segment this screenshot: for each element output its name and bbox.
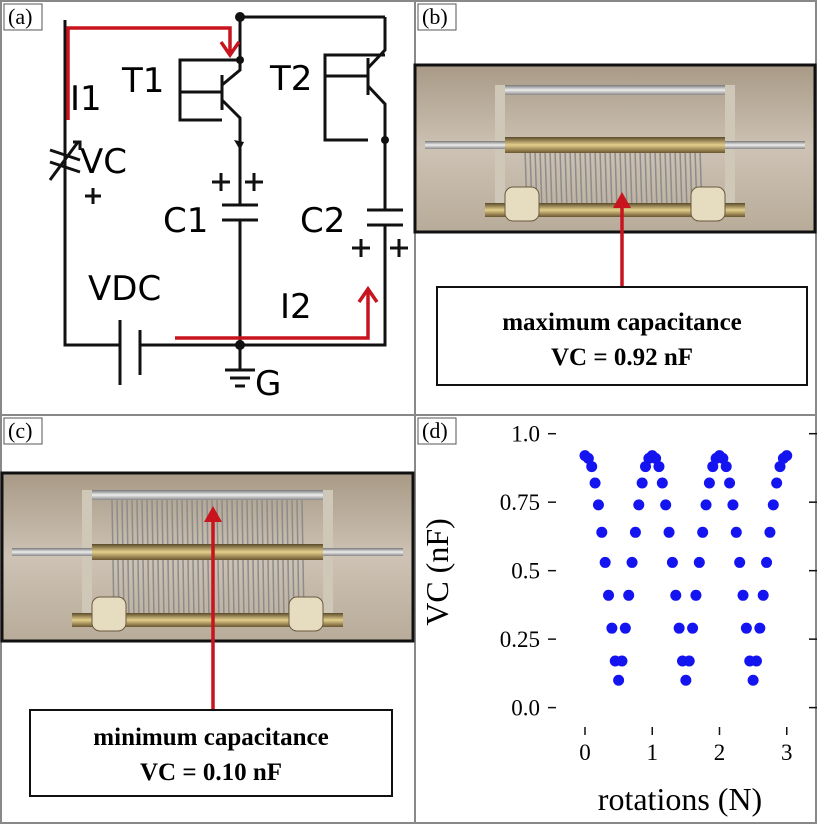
x-axis-label: rotations (N): [598, 781, 762, 817]
point: [596, 527, 607, 538]
x-tick-label: 3: [781, 740, 793, 765]
frame-rod: [82, 490, 333, 500]
point: [697, 527, 708, 538]
point: [613, 675, 624, 686]
point: [761, 557, 772, 568]
figure: (a) (b) (c) (d): [0, 0, 817, 824]
circuit-label: C2: [300, 201, 345, 241]
point: [586, 461, 597, 472]
point: [606, 623, 617, 634]
point: [620, 623, 631, 634]
point: [670, 590, 681, 601]
circuit-label: T1: [121, 61, 164, 101]
point: [701, 499, 712, 510]
foot: [289, 597, 323, 631]
point: [593, 499, 604, 510]
point: [690, 590, 701, 601]
point: [627, 557, 638, 568]
point: [687, 623, 698, 634]
frame-side: [725, 85, 735, 215]
point: [734, 557, 745, 568]
point: [667, 557, 678, 568]
point: [657, 478, 668, 489]
caption: minimum capacitance: [93, 724, 328, 751]
chart: VC (nF) rotations (N) 0.0 0.25 0.5 0.75 1.0 0…: [419, 422, 817, 817]
point: [637, 478, 648, 489]
point: [694, 557, 705, 568]
circuit-label: G: [255, 364, 281, 404]
caption: VC = 0.92 nF: [551, 344, 693, 371]
point: [704, 478, 715, 489]
frame-rod: [495, 85, 735, 95]
brass-rod: [505, 137, 725, 153]
frame-side: [495, 85, 505, 215]
panel-label: (b): [422, 4, 448, 29]
photo-c: [2, 473, 413, 641]
point: [660, 499, 671, 510]
point: [633, 499, 644, 510]
point: [623, 590, 634, 601]
x-tick-label: 2: [714, 740, 726, 765]
circuit: I1 T1 T2 VC C1 C2 VDC I2 G: [50, 12, 408, 404]
foot: [691, 187, 725, 221]
point: [664, 527, 675, 538]
point: [603, 590, 614, 601]
panel-label: (d): [422, 418, 448, 443]
y-tick-label: 0.5: [511, 559, 540, 584]
foot: [92, 597, 126, 631]
foot: [505, 187, 539, 221]
point: [684, 656, 695, 667]
point: [768, 499, 779, 510]
y-tick-label: 0.75: [500, 490, 540, 515]
point: [754, 623, 765, 634]
circuit-label: I2: [280, 287, 312, 327]
point: [771, 478, 782, 489]
point: [741, 623, 752, 634]
brass-rod: [92, 544, 323, 560]
frame-side: [323, 490, 333, 625]
point: [781, 450, 792, 461]
circuit-label: T2: [269, 59, 312, 99]
y-axis-label: VC (nF): [419, 518, 455, 626]
circuit-label: VC: [80, 142, 127, 182]
panel-label: (c): [8, 418, 32, 443]
x-tick-label: 1: [646, 740, 658, 765]
point: [727, 499, 738, 510]
panel-label: (a): [8, 4, 32, 29]
circuit-label: I1: [70, 79, 102, 119]
point: [630, 527, 641, 538]
x-tick-label: 0: [579, 740, 591, 765]
point: [738, 590, 749, 601]
caption: VC = 0.10 nF: [140, 759, 282, 786]
caption: maximum capacitance: [502, 309, 742, 336]
point: [674, 623, 685, 634]
point: [751, 656, 762, 667]
point: [653, 461, 664, 472]
point: [590, 478, 601, 489]
y-tick-label: 0.25: [500, 627, 540, 652]
circuit-label: C1: [163, 201, 208, 241]
y-tick-label: 0.0: [511, 696, 540, 721]
frame-side: [82, 490, 92, 625]
y-tick-label: 1.0: [511, 422, 540, 447]
point: [616, 656, 627, 667]
circuit-label: VDC: [88, 269, 161, 309]
point: [721, 461, 732, 472]
point: [724, 478, 735, 489]
point: [600, 557, 611, 568]
point: [758, 590, 769, 601]
point: [748, 675, 759, 686]
point: [680, 675, 691, 686]
point: [731, 527, 742, 538]
point: [764, 527, 775, 538]
